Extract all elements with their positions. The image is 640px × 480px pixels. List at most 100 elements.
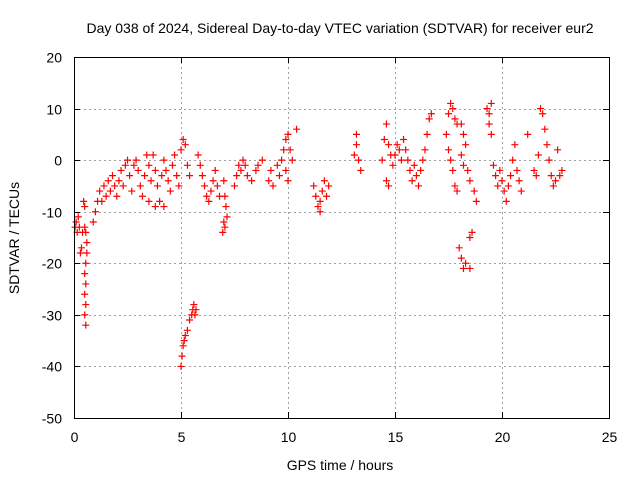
data-point-plus: [417, 166, 425, 174]
data-point-plus: [400, 136, 408, 144]
data-point-plus: [81, 311, 89, 319]
y-tick-label: -30: [42, 308, 62, 324]
data-point-plus: [231, 182, 238, 190]
data-point-plus: [554, 146, 562, 154]
data-point-plus: [284, 177, 292, 185]
data-point-plus: [382, 177, 390, 185]
data-point-plus: [504, 182, 512, 190]
data-point-plus: [466, 177, 474, 185]
x-axis-label: GPS time / hours: [287, 457, 394, 473]
data-point-plus: [171, 151, 179, 159]
x-tick-labels: 0 5 10 15 20 25: [71, 429, 618, 445]
data-point-plus: [209, 177, 217, 185]
data-point-plus: [141, 172, 149, 180]
data-point-plus: [151, 203, 159, 211]
data-point-plus: [81, 270, 89, 278]
data-point-plus: [91, 208, 99, 216]
data-point-plus: [149, 151, 157, 159]
data-point-plus: [502, 197, 510, 205]
data-point-plus: [323, 192, 331, 200]
data-point-plus: [81, 223, 89, 231]
data-point-plus: [275, 172, 283, 180]
data-point-plus: [556, 172, 564, 180]
data-point-plus: [237, 166, 245, 174]
data-point-plus: [147, 177, 155, 185]
y-axis-label: SDTVAR / TECUs: [6, 182, 22, 294]
data-point-plus: [282, 136, 290, 144]
data-point-plus: [462, 259, 470, 267]
data-point-plus: [211, 166, 219, 174]
data-point-plus: [145, 197, 153, 205]
data-point-plus: [412, 172, 420, 180]
data-point-plus: [545, 156, 553, 164]
data-point-plus: [121, 161, 129, 169]
data-point-plus: [547, 172, 555, 180]
data-point-plus: [82, 301, 90, 309]
data-point-plus: [223, 213, 231, 221]
data-point-plus: [485, 110, 493, 118]
data-point-plus: [77, 244, 85, 252]
data-point-plus: [132, 156, 140, 164]
data-point-plus: [111, 182, 119, 190]
data-point-plus: [239, 156, 247, 164]
data-point-plus: [113, 192, 121, 200]
data-point-plus: [496, 166, 504, 174]
data-point-plus: [177, 146, 185, 154]
data-point-plus: [109, 172, 117, 180]
data-point-plus: [269, 182, 277, 190]
data-point-plus: [453, 187, 461, 195]
data-point-plus: [81, 203, 89, 211]
x-tick-label: 20: [495, 429, 511, 445]
data-point-plus: [280, 146, 288, 154]
data-point-plus: [278, 156, 286, 164]
data-point-plus: [487, 99, 495, 107]
data-point-plus: [98, 197, 106, 205]
data-point-plus: [455, 244, 463, 252]
data-point-plus: [423, 130, 431, 138]
data-point-plus: [183, 161, 191, 169]
data-point-plus: [96, 187, 104, 195]
data-point-plus: [100, 182, 108, 190]
data-point-plus: [284, 130, 292, 138]
data-point-plus: [221, 192, 229, 200]
data-point-plus: [393, 141, 401, 149]
data-point-plus: [445, 110, 452, 118]
data-point-plus: [507, 172, 515, 180]
data-point-plus: [80, 197, 88, 205]
data-point-plus: [222, 203, 230, 211]
data-point-plus: [168, 161, 176, 169]
data-point-plus: [166, 187, 174, 195]
data-point-plus: [207, 187, 215, 195]
y-tick-label: -10: [42, 205, 62, 221]
data-point-plus: [357, 166, 365, 174]
data-point-plus: [82, 259, 90, 267]
data-point-plus: [459, 161, 467, 169]
data-point-plus: [325, 182, 333, 190]
data-point-plus: [82, 228, 90, 236]
data-point-plus: [449, 105, 457, 113]
data-point-plus: [447, 156, 455, 164]
data-point-plus: [74, 213, 82, 221]
data-point-plus: [220, 177, 228, 185]
data-point-plus: [395, 146, 403, 154]
data-point-plus: [160, 203, 168, 211]
data-point-plus: [162, 166, 170, 174]
data-point-plus: [406, 166, 414, 174]
y-tick-label: 0: [54, 153, 62, 169]
data-point-plus: [241, 161, 249, 169]
data-point-plus: [186, 172, 194, 180]
data-point-plus: [380, 136, 388, 144]
data-point-plus: [82, 321, 90, 329]
data-point-plus: [537, 105, 545, 113]
data-point-plus: [83, 249, 91, 257]
data-point-plus: [442, 130, 450, 138]
data-point-plus: [472, 197, 480, 205]
data-point-plus: [201, 182, 209, 190]
data-point-plus: [511, 141, 519, 149]
data-point-plus: [126, 172, 134, 180]
data-point-plus: [549, 182, 557, 190]
data-point-plus: [258, 156, 266, 164]
data-point-plus: [179, 136, 187, 144]
